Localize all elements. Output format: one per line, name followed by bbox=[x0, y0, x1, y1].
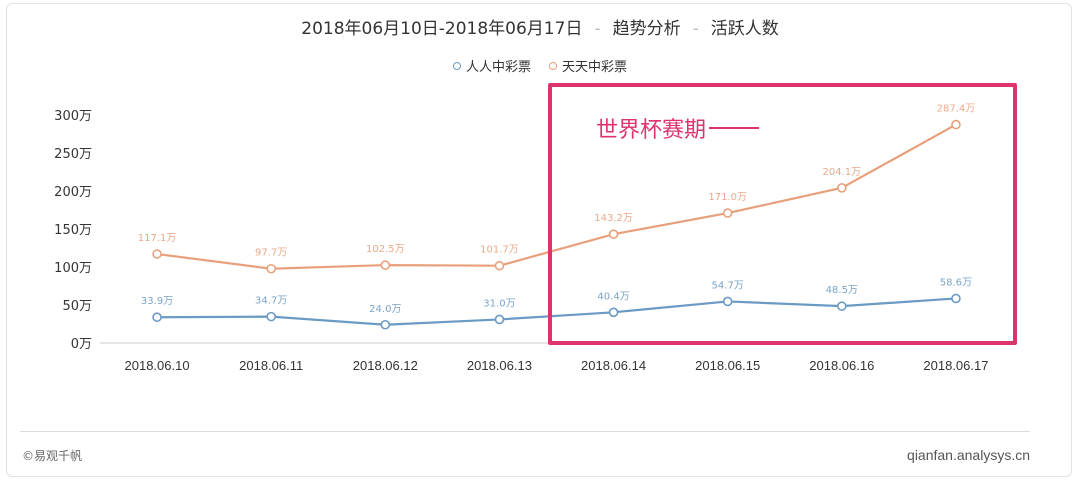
legend-label-series-1: 人人中彩票 bbox=[465, 60, 531, 75]
data-label: 204.1万 bbox=[822, 167, 861, 178]
data-label: 48.5万 bbox=[826, 285, 858, 296]
data-label: 33.9万 bbox=[141, 296, 173, 307]
data-label: 102.5万 bbox=[366, 244, 405, 255]
footer-divider bbox=[20, 431, 1030, 432]
y-tick-label: 300万 bbox=[54, 109, 92, 124]
x-tick-label: 2018.06.17 bbox=[923, 358, 988, 373]
data-point bbox=[266, 311, 276, 322]
legend-label-series-2: 天天中彩票 bbox=[562, 60, 628, 75]
title-separator-1: - bbox=[594, 19, 601, 39]
title-analysis: 趋势分析 bbox=[612, 19, 681, 39]
data-label: 40.4万 bbox=[597, 291, 629, 302]
data-label: 143.2万 bbox=[594, 213, 633, 224]
series-line-2 bbox=[156, 123, 957, 270]
chart-title: 2018年06月10日-2018年06月17日 - 趋势分析 - 活跃人数 bbox=[0, 14, 1080, 39]
series-line-1 bbox=[157, 297, 957, 326]
data-point bbox=[722, 208, 733, 218]
data-point bbox=[837, 301, 847, 311]
data-point bbox=[380, 319, 391, 330]
legend-marker-series-2 bbox=[549, 61, 557, 70]
x-tick-label: 2018.06.16 bbox=[809, 358, 874, 373]
data-label: 97.7万 bbox=[255, 248, 287, 259]
title-date-range: 2018年06月10日-2018年06月17日 bbox=[301, 19, 583, 39]
legend: 人人中彩票 天天中彩票 bbox=[0, 56, 1080, 75]
x-tick-label: 2018.06.10 bbox=[125, 358, 190, 373]
y-tick-label: 0万 bbox=[71, 337, 92, 352]
title-separator-2: - bbox=[692, 19, 699, 39]
data-point bbox=[152, 249, 162, 259]
data-point bbox=[608, 307, 619, 318]
footer-site: qianfan.analysys.cn bbox=[907, 447, 1030, 463]
data-point bbox=[152, 312, 162, 323]
y-tick-label: 150万 bbox=[54, 223, 92, 238]
data-point bbox=[722, 296, 733, 307]
y-tick-label: 200万 bbox=[54, 185, 92, 200]
x-tick-label: 2018.06.11 bbox=[239, 358, 303, 373]
y-tick-label: 250万 bbox=[54, 147, 92, 162]
data-point bbox=[951, 119, 961, 130]
data-label: 31.0万 bbox=[483, 298, 515, 309]
legend-item-series-2[interactable]: 天天中彩票 bbox=[549, 56, 627, 75]
highlight-box bbox=[548, 83, 1017, 345]
annotation-label: 世界杯赛期 bbox=[596, 118, 707, 143]
annotation: 世界杯赛期 bbox=[596, 112, 760, 144]
title-metric: 活跃人数 bbox=[710, 19, 779, 39]
x-tick-label: 2018.06.15 bbox=[695, 358, 760, 373]
data-point bbox=[494, 314, 505, 325]
data-label: 171.0万 bbox=[708, 192, 747, 203]
data-point bbox=[837, 183, 847, 193]
x-tick-label: 2018.06.12 bbox=[353, 358, 418, 373]
legend-item-series-1[interactable]: 人人中彩票 bbox=[452, 56, 531, 75]
y-tick-label: 50万 bbox=[62, 299, 92, 314]
data-point bbox=[266, 263, 276, 274]
data-label: 117.1万 bbox=[138, 233, 177, 244]
data-label: 58.6万 bbox=[940, 277, 972, 288]
data-point bbox=[951, 293, 961, 304]
data-label: 24.0万 bbox=[369, 304, 401, 315]
data-label: 54.7万 bbox=[712, 280, 744, 291]
y-tick-label: 100万 bbox=[54, 261, 92, 276]
data-point bbox=[494, 260, 505, 271]
data-label: 287.4万 bbox=[937, 104, 976, 115]
annotation-line bbox=[709, 127, 760, 129]
legend-marker-series-1 bbox=[452, 61, 461, 70]
data-point bbox=[608, 229, 619, 239]
data-point bbox=[380, 260, 391, 270]
data-label: 101.7万 bbox=[480, 245, 519, 256]
data-label: 34.7万 bbox=[255, 296, 287, 307]
x-tick-label: 2018.06.14 bbox=[581, 358, 646, 373]
footer-copyright: ©易观千帆 bbox=[22, 449, 83, 463]
x-tick-label: 2018.06.13 bbox=[467, 358, 532, 373]
chart-card bbox=[6, 3, 1072, 477]
